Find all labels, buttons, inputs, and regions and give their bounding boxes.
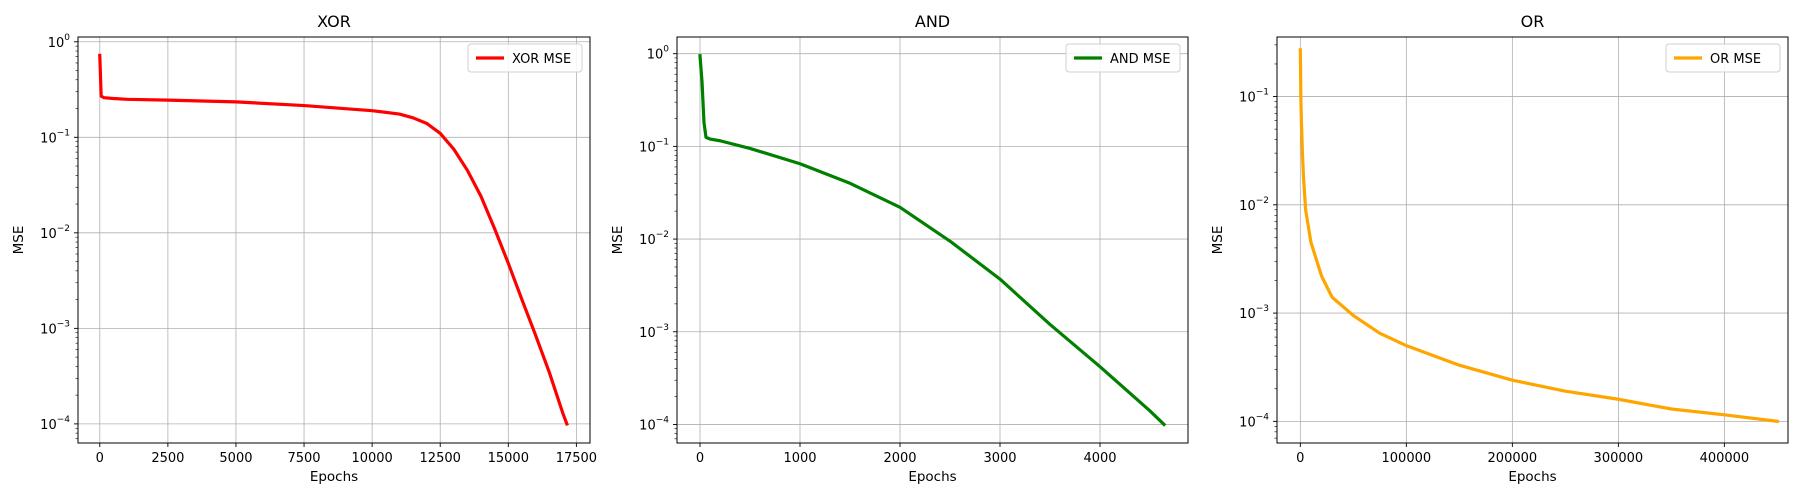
y-tick-label: 10−3 (40, 319, 70, 337)
legend-label: OR MSE (1710, 52, 1761, 67)
y-tick-label: 100 (48, 33, 71, 51)
chart-title: AND (915, 12, 950, 31)
x-axis-label: Epochs (1508, 469, 1556, 485)
y-axis-label: MSE (11, 226, 27, 255)
x-tick-label: 0 (696, 451, 704, 466)
x-tick-label: 7500 (287, 451, 320, 466)
x-axis-label: Epochs (908, 469, 956, 485)
x-tick-label: 5000 (219, 451, 252, 466)
x-tick-label: 4000 (1083, 451, 1116, 466)
x-tick-label: 0 (96, 451, 104, 466)
y-tick-label: 10−4 (1239, 412, 1269, 430)
y-tick-label: 10−4 (40, 415, 70, 433)
legend-box (467, 43, 583, 73)
x-tick-label: 200000 (1488, 451, 1538, 466)
series-line-0 (698, 54, 1167, 427)
x-tick-label: 300000 (1594, 451, 1644, 466)
panel-or: 0 100000 200000 300000 400000 10−4 10−3 10−2 10−… (1210, 12, 1789, 485)
x-tick-label: 3000 (983, 451, 1016, 466)
chart-title: OR (1521, 12, 1545, 31)
x-axis-label: Epochs (310, 469, 358, 485)
legend: OR MSE (1665, 43, 1781, 73)
legend-box (1665, 43, 1781, 73)
y-tick-label: 10−1 (40, 128, 70, 146)
axes-frame (77, 36, 591, 444)
y-tick-label: 10−2 (40, 224, 70, 242)
legend: XOR MSE (467, 43, 583, 73)
y-tick-label: 10−2 (1239, 196, 1269, 214)
y-tick-label: 10−3 (1239, 304, 1269, 322)
y-tick-label: 100 (647, 45, 670, 63)
y-tick-label: 10−1 (639, 137, 669, 155)
legend-box (1065, 43, 1181, 73)
x-tick-label: 400000 (1700, 451, 1750, 466)
legend: AND MSE (1065, 43, 1181, 73)
series-line-0 (98, 53, 569, 426)
x-tick-label: 15000 (488, 451, 529, 466)
x-tick-label: 17500 (556, 451, 597, 466)
y-tick-label: 10−3 (639, 323, 669, 341)
y-axis-label: MSE (610, 226, 626, 255)
series-line-0 (1298, 48, 1780, 424)
axes-frame (676, 36, 1189, 444)
panel-xor: 0 2500 5000 7500 10000 12500 15000 17500 10−4 10−… (11, 12, 597, 485)
x-tick-label: 0 (1296, 451, 1304, 466)
x-tick-label: 2000 (883, 451, 916, 466)
x-tick-label: 1000 (783, 451, 816, 466)
x-tick-label: 100000 (1382, 451, 1432, 466)
chart-title: XOR (317, 12, 351, 31)
x-tick-label: 10000 (351, 451, 392, 466)
y-axis-label: MSE (1210, 226, 1226, 255)
x-tick-label: 2500 (151, 451, 184, 466)
panel-and: 0 1000 2000 3000 4000 10−4 10−3 10−2 10−1 100 AND E… (610, 12, 1189, 485)
legend-label: AND MSE (1110, 52, 1170, 67)
y-tick-label: 10−1 (1239, 88, 1269, 106)
axes-frame (1276, 36, 1789, 444)
y-tick-label: 10−4 (639, 415, 669, 433)
legend-label: XOR MSE (512, 52, 571, 67)
x-tick-label: 12500 (420, 451, 461, 466)
y-tick-label: 10−2 (639, 230, 669, 248)
